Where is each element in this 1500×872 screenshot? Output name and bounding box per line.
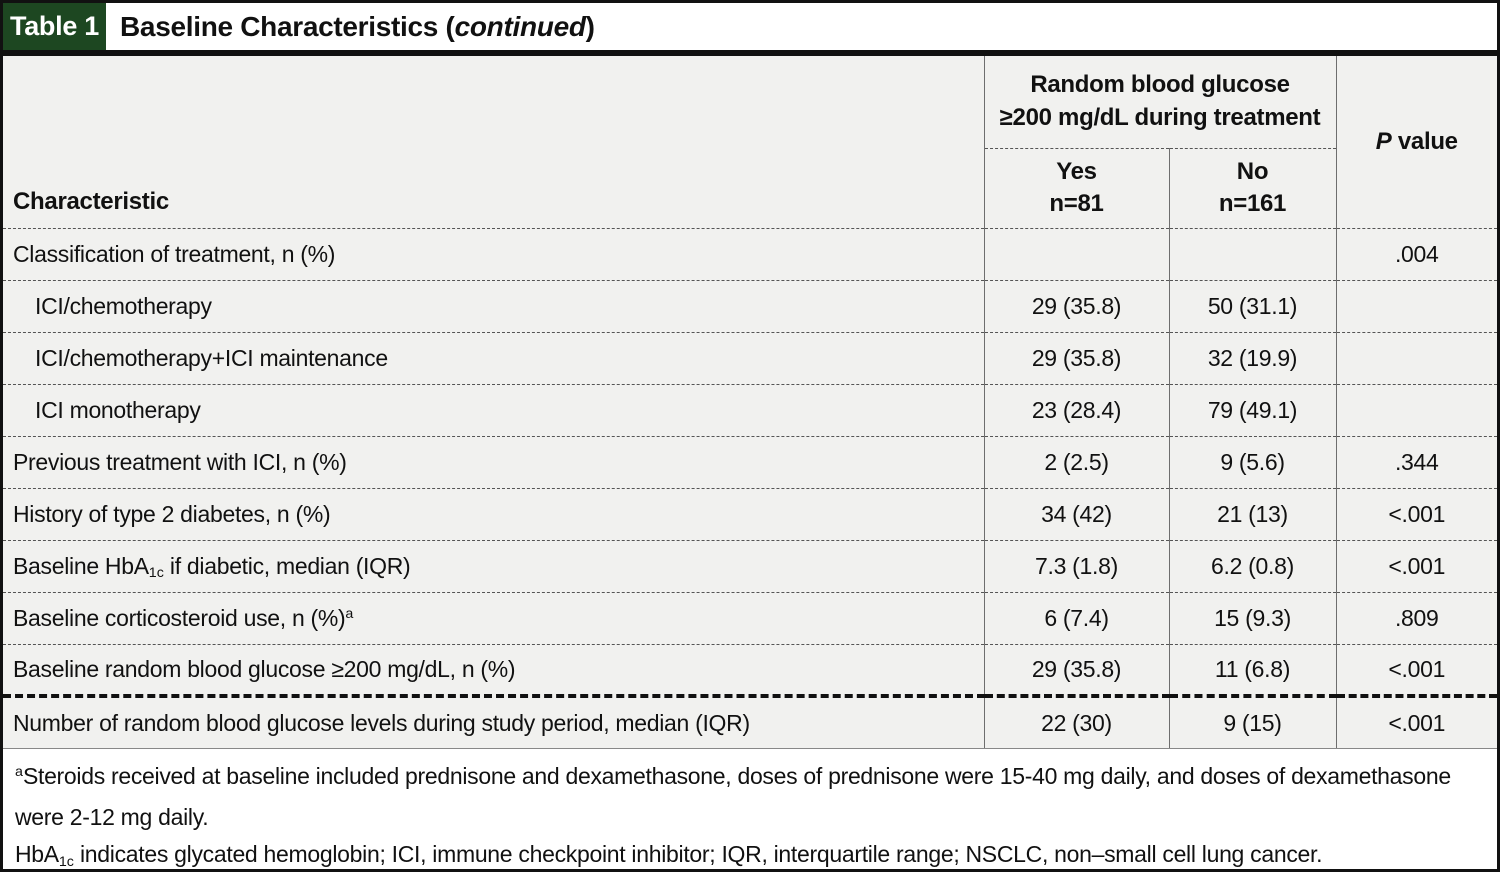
label-suffix: if diabetic, median (IQR) xyxy=(163,552,411,579)
row-label: Baseline corticosteroid use, n (%)a xyxy=(3,591,984,644)
footnote-abbreviations: HbA1c indicates glycated hemoglobin; ICI… xyxy=(15,836,1485,870)
no-value: 21 (13) xyxy=(1168,487,1336,540)
row-label: History of type 2 diabetes, n (%) xyxy=(3,487,984,540)
no-n: n=161 xyxy=(1218,190,1287,217)
table-row-baseline-glucose: Baseline random blood glucose ≥200 mg/dL… xyxy=(3,643,1497,696)
row-label: Baseline HbA1c if diabetic, median (IQR) xyxy=(3,539,984,592)
row-label: ICI/chemotherapy+ICI maintenance xyxy=(3,331,984,384)
no-value: 50 (31.1) xyxy=(1168,279,1336,332)
footnote-a-text: Steroids received at baseline included p… xyxy=(15,763,1451,830)
yes-value: 34 (42) xyxy=(983,487,1169,540)
row-label: ICI/chemotherapy xyxy=(3,279,984,332)
table-title: Baseline Characteristics (continued) xyxy=(106,3,595,50)
row-label: Baseline random blood glucose ≥200 mg/dL… xyxy=(3,643,984,696)
row-label: Previous treatment with ICI, n (%) xyxy=(3,435,984,488)
no-value: 32 (19.9) xyxy=(1168,331,1336,384)
column-header-characteristic: Characteristic xyxy=(13,187,169,215)
yes-value: 23 (28.4) xyxy=(983,383,1169,436)
characteristics-table: Characteristic Random blood glucose ≥200… xyxy=(3,56,1497,748)
table-row-classification: Classification of treatment, n (%) .004 xyxy=(3,227,1497,280)
p-value: .344 xyxy=(1335,435,1497,488)
glucose-group-line1: Random blood glucose xyxy=(1030,71,1290,99)
no-value: 9 (5.6) xyxy=(1168,435,1336,488)
no-value: 6.2 (0.8) xyxy=(1168,539,1336,592)
table-row-baseline-corticosteroid: Baseline corticosteroid use, n (%)a 6 (7… xyxy=(3,591,1497,644)
p-value: .809 xyxy=(1335,591,1497,644)
no-value: 15 (9.3) xyxy=(1168,591,1336,644)
table-title-text: Baseline Characteristics ( xyxy=(120,10,455,42)
label-text: Baseline corticosteroid use, n (%) xyxy=(13,604,346,631)
no-value: 79 (49.1) xyxy=(1168,383,1336,436)
table-row-ici-monotherapy: ICI monotherapy 23 (28.4) 79 (49.1) xyxy=(3,383,1497,436)
column-header-p-value: P value xyxy=(1335,56,1497,228)
abbrev-subscript: 1c xyxy=(58,853,74,870)
column-header-no: No n=161 xyxy=(1168,148,1336,228)
table-number-badge: Table 1 xyxy=(3,3,106,50)
no-value xyxy=(1168,227,1336,280)
p-value: <.001 xyxy=(1335,643,1497,696)
p-value: <.001 xyxy=(1335,539,1497,592)
p-value: <.001 xyxy=(1335,487,1497,540)
p-value xyxy=(1335,331,1497,384)
row-label: ICI monotherapy xyxy=(3,383,984,436)
p-value xyxy=(1335,383,1497,436)
label-superscript-a: a xyxy=(345,605,354,622)
yes-value: 29 (35.8) xyxy=(983,279,1169,332)
yes-value: 2 (2.5) xyxy=(983,435,1169,488)
label-prefix: Baseline HbA xyxy=(13,552,149,579)
title-divider xyxy=(3,50,1497,56)
table-row-history-diabetes: History of type 2 diabetes, n (%) 34 (42… xyxy=(3,487,1497,540)
yes-value: 7.3 (1.8) xyxy=(983,539,1169,592)
header-row-span: Characteristic Random blood glucose ≥200… xyxy=(3,56,1497,228)
column-header-yes: Yes n=81 xyxy=(983,148,1169,228)
no-value: 11 (6.8) xyxy=(1168,643,1336,696)
yes-label: Yes xyxy=(1056,157,1097,185)
table-row-ici-chemo-maintenance: ICI/chemotherapy+ICI maintenance 29 (35.… xyxy=(3,331,1497,384)
yes-value: 29 (35.8) xyxy=(983,331,1169,384)
p-value-italic: P xyxy=(1375,127,1392,155)
column-header-glucose-group: Random blood glucose ≥200 mg/dL during t… xyxy=(983,56,1336,149)
header-row-yes-no: Yes n=81 No n=161 xyxy=(3,148,1497,228)
row-label: Classification of treatment, n (%) xyxy=(3,227,984,280)
yes-value xyxy=(983,227,1169,280)
yes-value: 6 (7.4) xyxy=(983,591,1169,644)
p-value-rest: value xyxy=(1391,127,1458,155)
no-value: 9 (15) xyxy=(1168,694,1336,748)
footnotes: aSteroids received at baseline included … xyxy=(3,748,1497,870)
abbrev-text: indicates glycated hemoglobin; ICI, immu… xyxy=(73,841,1323,867)
p-value: <.001 xyxy=(1335,694,1497,748)
table-row-baseline-hba1c: Baseline HbA1c if diabetic, median (IQR)… xyxy=(3,539,1497,592)
row-label: Number of random blood glucose levels du… xyxy=(3,694,984,748)
yes-value: 22 (30) xyxy=(983,694,1169,748)
table-title-continued: continued xyxy=(454,10,586,42)
table-row-number-glucose-levels: Number of random blood glucose levels du… xyxy=(3,694,1497,748)
table-row-ici-chemotherapy: ICI/chemotherapy 29 (35.8) 50 (31.1) xyxy=(3,279,1497,332)
abbrev-prefix: HbA xyxy=(15,841,59,867)
footnote-a: aSteroids received at baseline included … xyxy=(15,758,1485,836)
p-value xyxy=(1335,279,1497,332)
yes-value: 29 (35.8) xyxy=(983,643,1169,696)
label-subscript: 1c xyxy=(148,565,164,582)
footnote-a-marker: a xyxy=(15,764,23,781)
glucose-group-line2: ≥200 mg/dL during treatment xyxy=(999,103,1321,131)
no-label: No xyxy=(1236,157,1269,185)
table-title-bar: Table 1 Baseline Characteristics (contin… xyxy=(3,3,1497,50)
table-title-close-paren: ) xyxy=(585,10,595,42)
yes-n: n=81 xyxy=(1049,190,1104,217)
p-value: .004 xyxy=(1335,227,1497,280)
table-row-previous-treatment: Previous treatment with ICI, n (%) 2 (2.… xyxy=(3,435,1497,488)
